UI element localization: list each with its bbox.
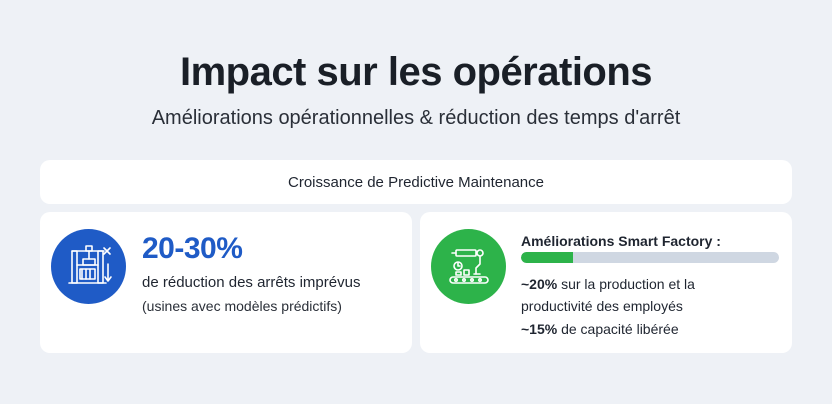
downtime-reduction-description: de réduction des arrêts imprévus — [142, 274, 361, 291]
production-gain-line: ~20% sur la production et la — [521, 276, 695, 292]
capacity-line: ~15% de capacité libérée — [521, 321, 679, 337]
smart-factory-card: Améliorations Smart Factory : ~20% sur l… — [420, 212, 792, 353]
downtime-reduction-note: (usines avec modèles prédictifs) — [142, 298, 342, 314]
production-gain-text: sur la production et la — [557, 276, 695, 292]
smart-factory-progress-fill — [521, 252, 573, 263]
industrial-press-icon — [51, 229, 126, 304]
capacity-text: de capacité libérée — [557, 321, 679, 337]
page-title: Impact sur les opérations — [179, 50, 653, 94]
page-subtitle: Améliorations opérationnelles & réductio… — [151, 107, 681, 129]
factory-automation-icon — [431, 229, 506, 304]
banner-card: Croissance de Predictive Maintenance — [40, 160, 792, 204]
smart-factory-title: Améliorations Smart Factory : — [521, 233, 721, 249]
capacity-value: ~15% — [521, 321, 558, 337]
downtime-reduction-value: 20-30% — [142, 232, 243, 265]
downtime-card: 20-30% de réduction des arrêts imprévus … — [40, 212, 412, 353]
banner-label: Croissance de Predictive Maintenance — [288, 173, 544, 191]
productivity-line: productivité des employés — [521, 298, 683, 314]
production-gain-value: ~20% — [521, 276, 558, 292]
smart-factory-progress-bar — [521, 252, 779, 263]
